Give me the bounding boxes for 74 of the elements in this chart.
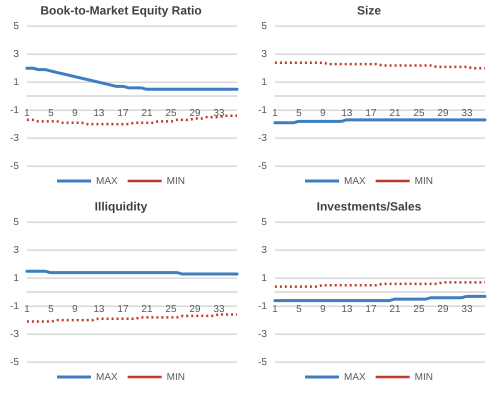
x-tick-label: 29 (437, 108, 449, 119)
x-tick-label: 1 (24, 304, 30, 315)
y-tick-label: -1 (10, 300, 20, 312)
x-tick-label: 21 (389, 108, 401, 119)
y-tick-label: 5 (13, 217, 20, 228)
x-tick-label: 5 (48, 108, 54, 119)
y-tick-label: 1 (13, 272, 20, 284)
y-tick-label: -5 (258, 160, 268, 172)
legend-label: MAX (96, 176, 118, 187)
x-tick-label: 1 (272, 304, 278, 315)
y-tick-label: 1 (13, 76, 20, 88)
y-tick-label: -3 (10, 328, 20, 340)
y-tick-label: -5 (258, 356, 268, 368)
x-tick-label: 29 (189, 108, 201, 119)
y-tick-label: -5 (10, 356, 20, 368)
x-tick-label: 13 (93, 304, 105, 315)
y-tick-label: -3 (258, 328, 268, 340)
y-tick-label: 5 (13, 21, 20, 32)
legend-label: MIN (166, 176, 186, 187)
chart-title: Investments/Sales (316, 200, 422, 214)
y-tick-label: 3 (13, 49, 20, 60)
x-tick-label: 9 (72, 304, 78, 315)
x-tick-label: 5 (296, 108, 302, 119)
legend-label: MAX (96, 372, 118, 383)
legend-label: MAX (344, 176, 366, 187)
x-tick-label: 21 (141, 108, 153, 119)
y-tick-label: -1 (258, 300, 268, 312)
x-tick-label: 1 (24, 108, 30, 119)
x-tick-label: 33 (461, 108, 473, 119)
x-tick-label: 17 (117, 304, 129, 315)
y-tick-label: 3 (13, 245, 20, 256)
x-tick-label: 25 (413, 304, 425, 315)
y-tick-label: -3 (10, 132, 20, 144)
y-tick-label: 1 (261, 272, 268, 284)
x-tick-label: 33 (213, 304, 225, 315)
x-tick-label: 25 (413, 108, 425, 119)
x-tick-label: 21 (389, 304, 401, 315)
y-tick-label: 5 (261, 217, 268, 228)
x-tick-label: 13 (341, 304, 353, 315)
line-series (26, 313, 238, 323)
y-tick-label: 5 (261, 21, 268, 32)
x-tick-label: 17 (117, 108, 129, 119)
y-tick-label: 3 (261, 245, 268, 256)
x-tick-label: 13 (341, 108, 353, 119)
chart-title: Size (356, 4, 382, 18)
x-tick-label: 33 (213, 108, 225, 119)
chart-title: Book-to-Market Equity Ratio (40, 4, 202, 18)
chart-title: Illiquidity (94, 200, 148, 214)
y-tick-label: -3 (258, 132, 268, 144)
legend-label: MIN (414, 176, 434, 187)
x-tick-label: 21 (141, 304, 153, 315)
x-tick-label: 1 (272, 108, 278, 119)
x-tick-label: 25 (165, 108, 177, 119)
line-series (25, 66, 238, 91)
y-tick-label: -1 (258, 104, 268, 116)
legend-label: MIN (166, 372, 186, 383)
legend-label: MIN (414, 372, 434, 383)
x-tick-label: 29 (189, 304, 201, 315)
y-tick-label: -1 (10, 104, 20, 116)
x-tick-label: 33 (461, 304, 473, 315)
x-tick-label: 9 (320, 108, 326, 119)
x-tick-label: 5 (296, 304, 302, 315)
x-tick-label: 13 (93, 108, 105, 119)
legend-label: MAX (344, 372, 366, 383)
y-tick-label: 1 (261, 76, 268, 88)
y-tick-label: -5 (10, 160, 20, 172)
x-tick-label: 17 (365, 108, 377, 119)
x-tick-label: 29 (437, 304, 449, 315)
y-tick-label: 3 (261, 49, 268, 60)
x-tick-label: 9 (72, 108, 78, 119)
x-tick-label: 9 (320, 304, 326, 315)
x-tick-label: 17 (365, 304, 377, 315)
x-tick-label: 5 (48, 304, 54, 315)
x-tick-label: 25 (165, 304, 177, 315)
